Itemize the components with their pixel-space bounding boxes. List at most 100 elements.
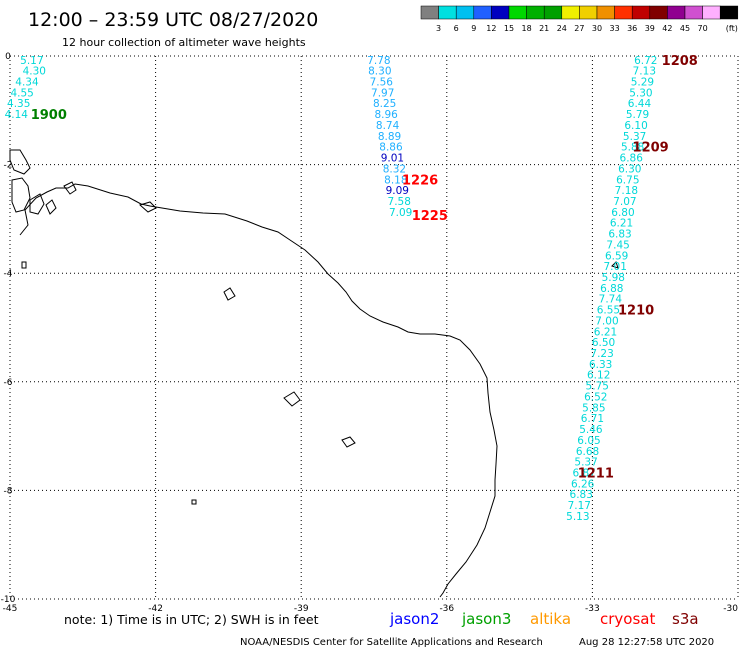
scale-tick-label: 42	[662, 24, 672, 33]
wave-height-value: 5.98	[602, 272, 625, 284]
wave-height-value: 6.83	[570, 489, 593, 501]
west-speck	[21, 261, 27, 269]
wave-height-value: 8.30	[368, 66, 391, 78]
wave-height-value: 5.75	[586, 381, 609, 393]
scale-swatch	[438, 5, 457, 20]
wave-height-value: 6.68	[576, 446, 599, 458]
inland-lake-3	[341, 436, 356, 448]
wave-height-value: 6.86	[620, 153, 644, 165]
latitude-tick-label: -10	[1, 595, 16, 605]
scale-tick-label: 18	[522, 24, 532, 33]
altimeter-tracks: 5.174.304.344.554.354.14 1900 7.788.307.56…	[5, 54, 698, 523]
wave-height-value: 6.71	[581, 413, 604, 425]
wave-height-value: 4.14	[5, 109, 29, 121]
longitude-tick-label: -36	[439, 604, 454, 614]
island-marajo-west	[11, 177, 31, 213]
wave-height-value: 6.83	[608, 229, 631, 241]
wave-height-value: 6.26	[571, 478, 595, 490]
mainland-coastline	[19, 183, 498, 598]
scale-tick-label: 15	[504, 24, 514, 33]
wave-height-value: 7.74	[599, 294, 623, 306]
wave-height-value: 8.96	[374, 109, 398, 121]
coastal-islet-east	[138, 201, 157, 213]
scale-tick-label: 3	[436, 24, 441, 33]
wave-height-value: 7.09	[389, 207, 412, 219]
scale-tick-label: 45	[680, 24, 690, 33]
longitude-tick-label: -33	[585, 604, 600, 614]
wave-height-value: 6.80	[611, 207, 634, 219]
scale-swatch	[596, 5, 615, 20]
scale-tick-label: 33	[610, 24, 620, 33]
latitude-tick-label: -4	[4, 269, 13, 279]
wave-height-value: 6.87	[572, 467, 595, 479]
scale-swatch	[684, 5, 703, 20]
longitude-tick-label: -42	[148, 604, 163, 614]
scale-tick-label: 21	[539, 24, 549, 33]
coastal-islet	[63, 181, 77, 195]
satellite-legend-cryosat: cryosat	[600, 610, 655, 628]
scale-swatch	[702, 5, 721, 20]
wave-height-value: 7.45	[606, 239, 629, 251]
scale-swatch	[649, 5, 668, 20]
satellite-legend-jason3: jason3	[461, 610, 511, 628]
satellite-legend: jason2 jason3 altika cryosat s3a	[389, 610, 699, 628]
wave-height-value: 8.86	[379, 142, 403, 154]
track-time-label: 1210	[618, 304, 654, 319]
footer-timestamp: Aug 28 12:27:58 UTC 2020	[579, 637, 714, 648]
wave-height-value: 5.79	[626, 109, 649, 121]
wave-height-value: 7.23	[590, 348, 613, 360]
wave-height-value: 4.30	[23, 66, 46, 78]
wave-height-value: 5.37	[574, 457, 597, 469]
map-title: 12:00 – 23:59 UTC 08/27/2020	[28, 9, 318, 31]
wave-height-value: 4.55	[10, 87, 33, 99]
island-marajo-north	[9, 149, 31, 175]
scale-swatch	[508, 5, 527, 20]
wave-height-value: 6.59	[605, 250, 628, 262]
wave-height-value: 5.85	[582, 402, 605, 414]
track-time-label: 1225	[412, 209, 448, 224]
latitude-tick-label: 0	[5, 52, 11, 62]
scale-tick-label: 24	[557, 24, 567, 33]
wave-height-value: 4.34	[15, 77, 39, 89]
wave-height-value: 6.75	[616, 174, 639, 186]
wave-height-value: 7.78	[367, 55, 390, 67]
wave-height-value: 6.44	[628, 98, 652, 110]
scale-swatch	[491, 5, 510, 20]
map-subtitle: 12 hour collection of altimeter wave hei…	[62, 36, 306, 49]
scale-unit-label: (ft)	[726, 24, 738, 33]
coastline	[9, 149, 619, 598]
wave-height-value: 6.52	[584, 391, 607, 403]
wave-height-value: 6.21	[594, 326, 617, 338]
track-time-label: 1209	[633, 141, 669, 156]
scale-tick-label: 12	[486, 24, 496, 33]
longitude-tick-label: -39	[294, 604, 309, 614]
wave-height-value: 7.00	[595, 315, 618, 327]
scale-tick-label: 39	[645, 24, 655, 33]
wave-height-value: 6.50	[592, 337, 615, 349]
scale-tick-label: 30	[592, 24, 602, 33]
lat-lon-grid	[9, 55, 739, 600]
wave-height-value: 6.21	[610, 218, 633, 230]
wave-height-value: 9.01	[381, 153, 404, 165]
coastal-rocks	[611, 261, 619, 269]
scale-swatch	[526, 5, 545, 20]
scale-swatch	[455, 5, 475, 20]
wave-height-value: 7.56	[370, 77, 394, 89]
wave-height-value: 6.30	[618, 163, 641, 175]
wave-height-value: 8.18	[384, 174, 407, 186]
scale-tick-label: 9	[471, 24, 476, 33]
wave-height-value: 7.01	[604, 261, 627, 273]
footer-credit: NOAA/NESDIS Center for Satellite Applica…	[240, 637, 543, 648]
scale-swatch	[473, 5, 492, 20]
latitude-tick-label: -8	[4, 486, 13, 496]
longitude-tick-label: -45	[3, 604, 18, 614]
latitude-tick-label: -6	[4, 378, 13, 388]
scale-tick-label: 27	[574, 24, 584, 33]
wave-height-value: 5.17	[20, 55, 43, 67]
wave-height-value: 7.18	[615, 185, 638, 197]
wave-height-value: 8.32	[383, 163, 406, 175]
track-time-label: 1226	[402, 173, 438, 188]
inland-lake-1	[223, 287, 236, 301]
wave-height-value: 7.07	[613, 196, 636, 208]
